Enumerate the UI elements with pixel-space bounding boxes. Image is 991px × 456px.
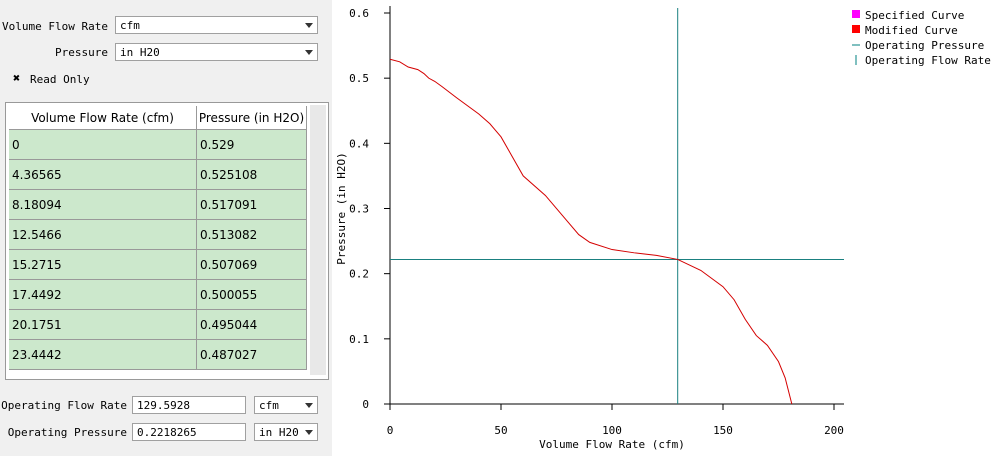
label: Operating Pressure: [7, 426, 127, 439]
y-axis-label: Pressure (in H2O): [335, 152, 348, 265]
legend-swatch: [852, 10, 860, 18]
table-cell: 0.525108: [197, 160, 307, 190]
y-tick-label: 0.1: [349, 333, 369, 346]
x-axis-label: Volume Flow Rate (cfm): [539, 438, 685, 451]
pressure-unit-combo[interactable]: in H20: [115, 43, 318, 61]
table-cell: 4.36565: [9, 160, 197, 190]
legend-label: Modified Curve: [865, 24, 958, 37]
flow-unit-combo[interactable]: cfm: [254, 396, 318, 414]
y-tick-label: 0.2: [349, 268, 369, 281]
legend-label: Operating Flow Rate: [865, 54, 991, 67]
table-cell: 0.529: [197, 130, 307, 160]
table-cell: 8.18094: [9, 190, 197, 220]
y-tick-label: 0.5: [349, 72, 369, 85]
legend-label: Operating Pressure: [865, 39, 984, 52]
y-tick-label: 0: [362, 398, 369, 411]
data-table: Volume Flow Rate (cfm) Pressure (in H2O) 0…: [5, 102, 329, 380]
chart: 0 0.1 0.2 0.3 0.4 0.5 0.6 0 50 100 150 200 Volume Fl…: [335, 6, 991, 451]
column-header: Pressure (in H2O): [197, 106, 307, 130]
legend-label: Specified Curve: [865, 9, 964, 22]
label: Volume Flow Rate: [2, 20, 108, 33]
flow-input[interactable]: 129.5928: [132, 396, 246, 414]
x-tick-label: 150: [713, 424, 733, 437]
table-cell: 0: [9, 130, 197, 160]
table-cell: 12.5466: [9, 220, 197, 250]
pressure-input[interactable]: 0.2218265: [132, 423, 246, 441]
x-tick-label: 50: [494, 424, 507, 437]
y-tick-label: 0.4: [349, 137, 369, 150]
y-tick-label: 0.6: [349, 7, 369, 20]
table-cell: 20.1751: [9, 310, 197, 340]
label: Read Only: [30, 73, 90, 86]
label: Pressure: [55, 46, 108, 59]
pressure-unit-combo[interactable]: in H20: [254, 423, 318, 441]
table-cell: 0.507069: [197, 250, 307, 280]
column-header: Volume Flow Rate (cfm): [9, 106, 197, 130]
table-cell: 0.517091: [197, 190, 307, 220]
table-cell: 17.4492: [9, 280, 197, 310]
legend-swatch: [852, 25, 860, 33]
flow-unit-combo[interactable]: cfm: [115, 16, 318, 34]
scrollbar[interactable]: [310, 105, 326, 375]
table-cell: 0.495044: [197, 310, 307, 340]
table-cell: 23.4442: [9, 340, 197, 370]
table-cell: 0.487027: [197, 340, 307, 370]
x-tick-label: 100: [602, 424, 622, 437]
curve: [389, 58, 793, 405]
table-cell: 0.513082: [197, 220, 307, 250]
x-tick-label: 200: [824, 424, 844, 437]
checkbox[interactable]: ✖: [13, 71, 21, 85]
table-cell: 0.500055: [197, 280, 307, 310]
table-cell: 15.2715: [9, 250, 197, 280]
left-panel: Volume Flow Rate cfm Pressure in H20 ✖ R…: [0, 0, 332, 456]
label: Operating Flow Rate: [1, 399, 127, 412]
x-tick-label: 0: [387, 424, 394, 437]
y-tick-label: 0.3: [349, 203, 369, 216]
